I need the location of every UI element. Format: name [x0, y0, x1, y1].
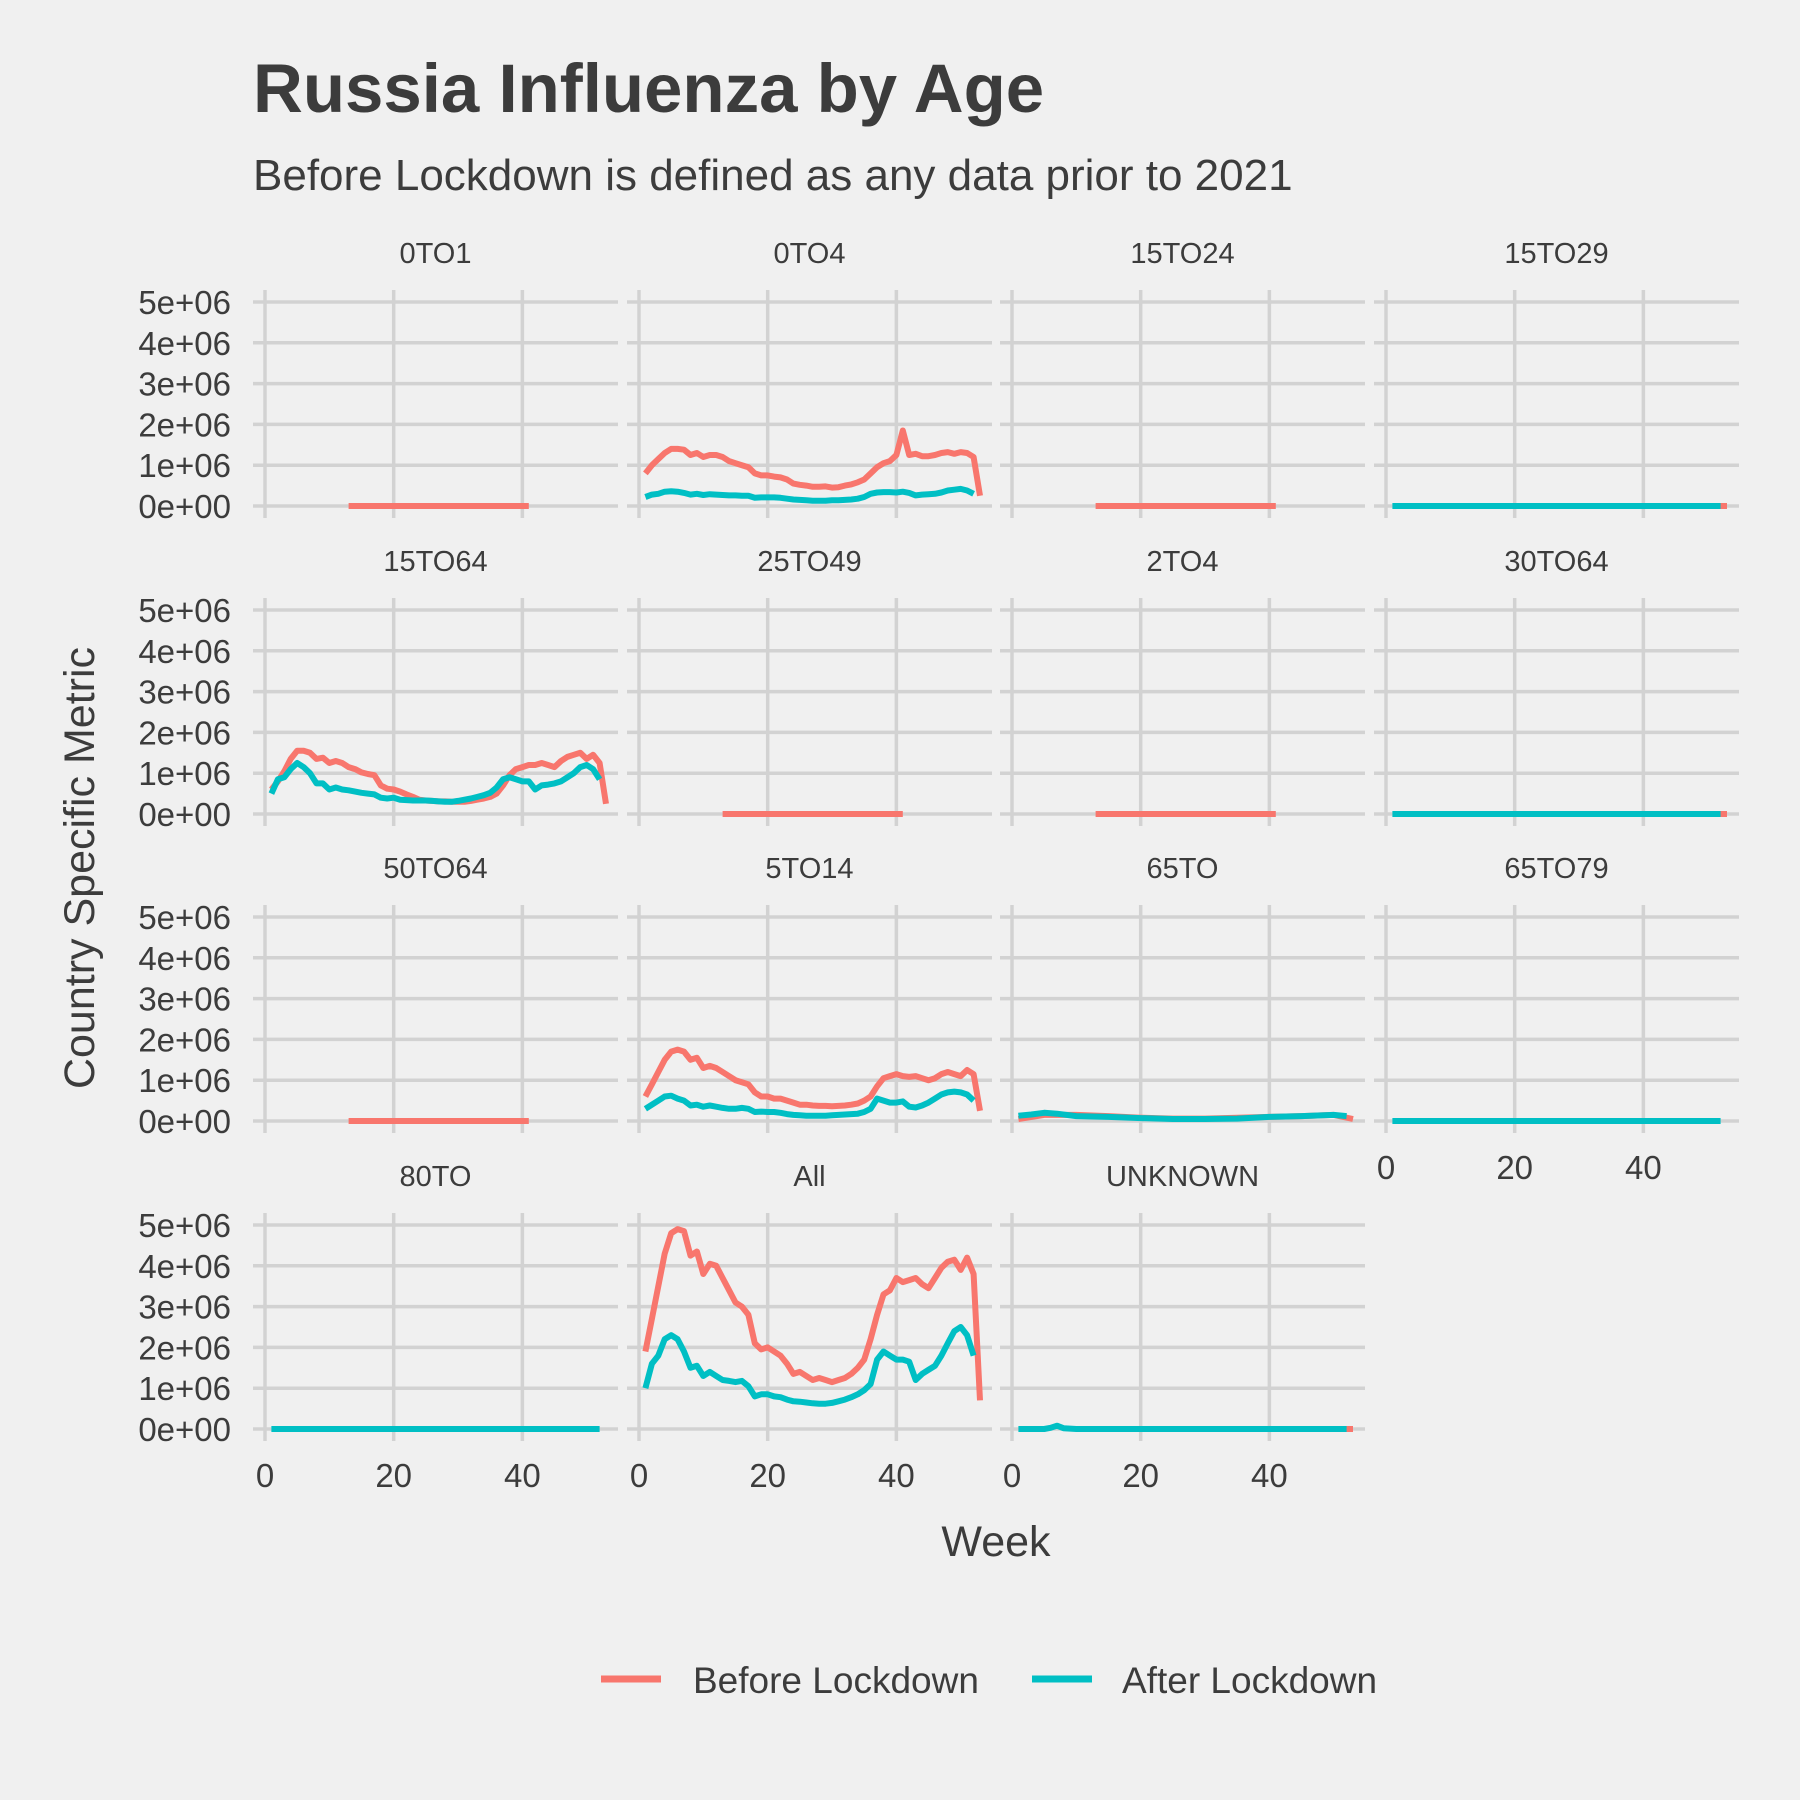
- y-tick-label: 4e+06: [138, 325, 231, 362]
- facet-panel-30to64: 30TO64: [1374, 546, 1739, 826]
- y-tick-label: 0e+00: [138, 796, 231, 833]
- facet-panel-2to4: 2TO4: [1000, 546, 1365, 826]
- y-tick-label: 0e+00: [138, 488, 231, 525]
- y-tick-label: 3e+06: [138, 1289, 231, 1326]
- facet-strip-label: UNKNOWN: [1106, 1161, 1259, 1193]
- series-line-after-lockdown: [644, 485, 975, 504]
- facet-panel-5to14: 5TO14: [627, 853, 992, 1133]
- facet-panel-25to49: 25TO49: [627, 546, 992, 826]
- series-line-after-lockdown: [1018, 1422, 1347, 1432]
- y-tick-label: 5e+06: [138, 592, 231, 629]
- facet-panel-15to29: 15TO29: [1374, 238, 1739, 518]
- legend: Before Lockdown After Lockdown: [601, 1660, 1377, 1701]
- facet-strip-label: 15TO64: [383, 546, 487, 578]
- x-tick-label: 0: [1003, 1457, 1021, 1494]
- x-tick-label: 20: [1122, 1457, 1159, 1494]
- y-tick-label: 3e+06: [138, 674, 231, 711]
- series-line-after-lockdown: [1018, 1109, 1347, 1122]
- x-tick-label: 0: [256, 1457, 274, 1494]
- series-line-before-lockdown: [642, 1226, 983, 1401]
- x-tick-label: 20: [375, 1457, 412, 1494]
- x-tick-label: 0: [630, 1457, 648, 1494]
- facet-strip-label: 65TO: [1146, 853, 1218, 885]
- x-tick-label: 40: [1251, 1457, 1288, 1494]
- series-line-after-lockdown: [642, 1324, 977, 1407]
- chart-title: Russia Influenza by Age: [253, 50, 1044, 127]
- facet-strip-label: 65TO79: [1504, 853, 1608, 885]
- facet-strip-label: 30TO64: [1504, 546, 1608, 578]
- facet-strip-label: 50TO64: [383, 853, 487, 885]
- facet-strip-label: 25TO49: [757, 546, 861, 578]
- y-axis-title: Country Specific Metric: [56, 647, 104, 1089]
- x-tick-label: 20: [1496, 1149, 1533, 1186]
- chart-subtitle: Before Lockdown is defined as any data p…: [253, 151, 1293, 200]
- legend-label-before: Before Lockdown: [693, 1660, 979, 1701]
- facet-strip-label: 5TO14: [765, 853, 853, 885]
- series-line-before-lockdown: [642, 1046, 983, 1112]
- y-tick-label: 4e+06: [138, 940, 231, 977]
- series-line-after-lockdown: [643, 1088, 976, 1119]
- x-axis-title: Week: [941, 1518, 1051, 1566]
- x-tick-label: 40: [504, 1457, 541, 1494]
- y-tick-label: 0e+00: [138, 1411, 231, 1448]
- facet-panel-0to4: 0TO4: [627, 238, 992, 518]
- facet-strip-label: 80TO: [399, 1161, 471, 1193]
- y-tick-label: 3e+06: [138, 366, 231, 403]
- x-tick-label: 0: [1377, 1149, 1395, 1186]
- y-tick-label: 2e+06: [138, 1021, 231, 1058]
- y-tick-label: 2e+06: [138, 1329, 231, 1366]
- y-tick-label: 1e+06: [138, 447, 231, 484]
- series-line-after-lockdown: [268, 760, 603, 805]
- facet-panel-15to24: 15TO24: [1000, 238, 1365, 518]
- facet-strip-label: 2TO4: [1146, 546, 1218, 578]
- y-tick-label: 1e+06: [138, 1370, 231, 1407]
- y-tick-label: 3e+06: [138, 981, 231, 1018]
- y-tick-label: 4e+06: [138, 633, 231, 670]
- facet-panel-unknown: UNKNOWN 0 20 40: [1000, 1161, 1365, 1494]
- y-tick-label: 1e+06: [138, 755, 231, 792]
- facet-panel-65to79: 65TO79 0 20 40: [1374, 853, 1739, 1186]
- facet-strip-label: 15TO29: [1504, 238, 1608, 270]
- y-tick-label: 2e+06: [138, 406, 231, 443]
- facet-strip-label: 0TO1: [399, 238, 471, 270]
- x-tick-label: 40: [878, 1457, 915, 1494]
- y-tick-label: 5e+06: [138, 899, 231, 936]
- legend-label-after: After Lockdown: [1122, 1660, 1377, 1701]
- y-tick-label: 5e+06: [138, 1207, 231, 1244]
- y-tick-label: 2e+06: [138, 714, 231, 751]
- facet-strip-label: 0TO4: [773, 238, 845, 270]
- facet-strip-label: 15TO24: [1130, 238, 1234, 270]
- series-line-before-lockdown: [643, 427, 983, 497]
- x-tick-label: 40: [1625, 1149, 1662, 1186]
- y-tick-label: 5e+06: [138, 284, 231, 321]
- y-tick-label: 4e+06: [138, 1248, 231, 1285]
- y-tick-label: 1e+06: [138, 1062, 231, 1099]
- facet-panel-65to: 65TO: [1000, 853, 1365, 1133]
- y-tick-label: 0e+00: [138, 1103, 231, 1140]
- x-tick-label: 20: [749, 1457, 786, 1494]
- facet-panel-all: All 0 20 40: [627, 1161, 992, 1494]
- facet-strip-label: All: [793, 1161, 825, 1193]
